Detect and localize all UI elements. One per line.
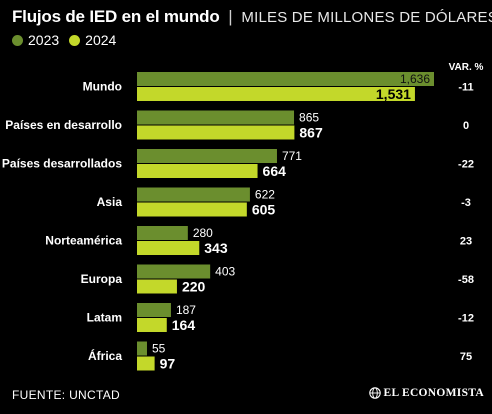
category-label-mundo: Mundo: [83, 80, 122, 94]
legend: 2023 2024: [12, 32, 126, 48]
var-pct-africa: 75: [460, 351, 472, 363]
bar-2023-paises-desarrollados: [137, 149, 277, 163]
bar-2024-paises-en-desarrollo: [137, 125, 295, 140]
value-label-2023-africa: 55: [152, 342, 166, 356]
chart-title: Flujos de IED en el mundo: [12, 7, 220, 26]
legend-label-2023: 2023: [28, 32, 60, 48]
value-label-2023-norteamerica: 280: [193, 226, 213, 240]
var-pct-norteamerica: 23: [460, 236, 472, 248]
chart-subtitle: MILES DE MILLONES DE DÓLARES: [241, 9, 492, 26]
brand-logo: EL ECONOMISTA: [368, 387, 485, 399]
var-header: VAR. %: [449, 62, 484, 73]
var-pct-europa: -58: [458, 274, 474, 286]
value-label-2024-asia: 605: [252, 202, 276, 218]
value-label-2023-paises-en-desarrollo: 865: [299, 111, 319, 125]
globe-icon: [368, 387, 381, 399]
value-label-2023-latam: 187: [176, 303, 196, 317]
value-label-2024-paises-en-desarrollo: 867: [299, 125, 323, 141]
value-label-2024-norteamerica: 343: [204, 240, 228, 256]
bar-2024-paises-desarrollados: [137, 164, 258, 178]
bar-2024-norteamerica: [137, 241, 200, 255]
value-label-2023-asia: 622: [255, 188, 275, 202]
source-note: FUENTE: UNCTAD: [12, 388, 120, 402]
value-label-2024-latam: 164: [172, 317, 196, 333]
chart-title-row: Flujos de IED en el mundo | MILES DE MIL…: [12, 7, 492, 27]
var-pct-latam: -12: [458, 313, 474, 325]
legend-item-2024: 2024: [69, 32, 116, 48]
legend-item-2023: 2023: [12, 32, 59, 48]
value-label-2023-europa: 403: [215, 265, 235, 279]
bar-2023-asia: [137, 187, 250, 202]
value-label-2024-mundo: 1,531: [376, 86, 411, 102]
bar-2023-norteamerica: [137, 226, 188, 240]
category-label-norteamerica: Norteamérica: [45, 234, 122, 248]
category-label-europa: Europa: [81, 272, 123, 286]
value-label-2023-mundo: 1,636: [400, 72, 430, 86]
var-pct-mundo: -11: [458, 82, 473, 94]
category-label-latam: Latam: [87, 311, 122, 325]
brand-name: EL ECONOMISTA: [383, 387, 484, 399]
var-pct-asia: -3: [461, 197, 471, 209]
category-label-paises-en-desarrollo: Países en desarrollo: [5, 118, 122, 132]
bar-2024-europa: [137, 279, 177, 294]
value-label-2024-africa: 97: [160, 356, 176, 372]
value-label-2024-europa: 220: [182, 279, 206, 295]
category-label-africa: África: [88, 348, 122, 363]
bar-2024-mundo: [137, 87, 415, 101]
bar-2023-mundo: [137, 72, 434, 86]
bar-2023-paises-en-desarrollo: [137, 110, 295, 125]
legend-swatch-2024: [69, 34, 81, 46]
bar-2024-africa: [137, 356, 155, 371]
value-label-2024-paises-desarrollados: 664: [263, 163, 287, 179]
legend-swatch-2023: [12, 34, 23, 46]
bar-2023-europa: [137, 264, 211, 279]
bar-2024-asia: [137, 202, 247, 217]
category-label-paises-desarrollados: Países desarrollados: [2, 157, 122, 171]
title-separator: |: [228, 7, 233, 26]
bar-2023-africa: [137, 341, 147, 356]
bar-2024-latam: [137, 318, 167, 332]
category-label-asia: Asia: [97, 195, 123, 209]
var-pct-paises-desarrollados: -22: [458, 159, 474, 171]
legend-label-2024: 2024: [85, 32, 117, 48]
bar-2023-latam: [137, 303, 171, 317]
var-pct-paises-en-desarrollo: 0: [463, 120, 469, 132]
value-label-2023-paises-desarrollados: 771: [282, 149, 302, 163]
